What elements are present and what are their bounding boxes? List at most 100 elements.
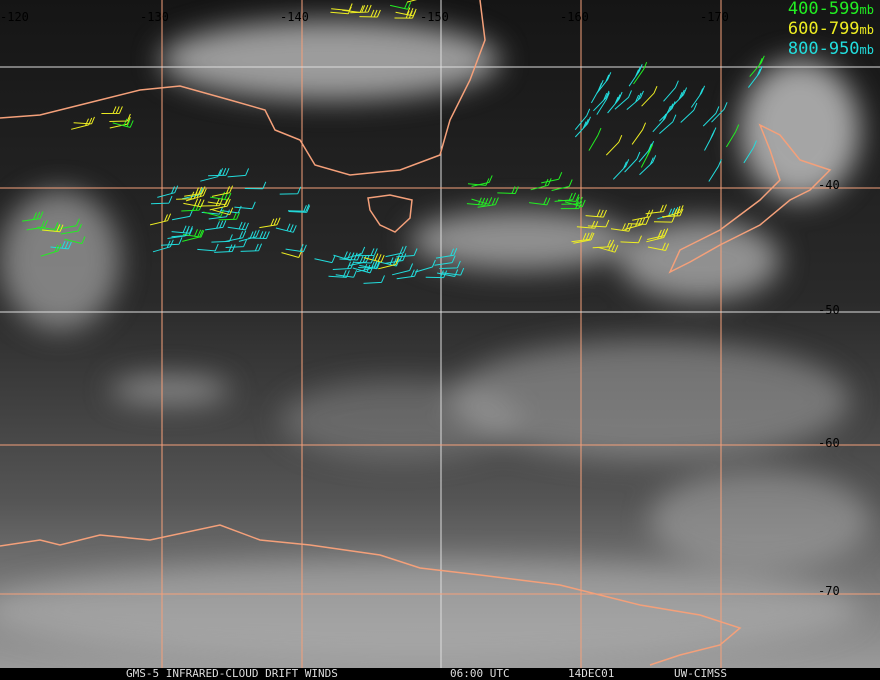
wind-barb	[551, 179, 573, 191]
wind-barb	[391, 263, 414, 276]
wind-barb	[596, 72, 612, 94]
legend-range: 800-950	[787, 39, 860, 59]
wind-barb	[240, 243, 263, 252]
wind-barb	[574, 108, 591, 131]
wind-barb	[557, 194, 580, 202]
legend-entry-400-599: 400-599mb	[788, 0, 874, 20]
observation-date: 14DEC01	[568, 667, 615, 680]
wind-barb	[670, 87, 688, 108]
wind-barb	[725, 124, 740, 148]
wind-barb	[571, 232, 593, 243]
wind-barb	[530, 178, 552, 191]
wind-barb	[647, 242, 670, 251]
wind-barb	[471, 175, 493, 187]
wind-barb	[435, 248, 458, 259]
latitude-label: -70	[818, 584, 840, 598]
wind-barb	[363, 275, 385, 284]
wind-barb	[647, 228, 669, 240]
wind-barbs	[22, 0, 765, 284]
wind-barb	[588, 127, 602, 151]
wind-barb	[209, 198, 231, 211]
wind-barb	[662, 205, 684, 218]
longitude-label: -130	[140, 10, 169, 24]
legend-entry-600-799: 600-799mb	[788, 20, 874, 40]
wind-barb	[607, 91, 623, 114]
wind-barb	[109, 113, 131, 122]
wind-barb	[605, 135, 623, 156]
tasmania-coastline	[367, 194, 413, 233]
wind-barb	[541, 172, 563, 184]
wind-barb	[434, 255, 456, 266]
new-zealand-coastline	[668, 123, 832, 274]
wind-barb	[442, 267, 465, 276]
wind-barb	[748, 66, 763, 88]
wind-barb	[37, 222, 59, 230]
wind-barb	[576, 220, 599, 229]
wind-barb	[587, 219, 610, 228]
coastlines	[0, 0, 832, 666]
wind-barb	[385, 245, 407, 258]
legend-unit: mb	[859, 3, 874, 17]
wind-barb	[218, 212, 241, 221]
wind-barb	[497, 186, 519, 194]
wind-barb	[378, 257, 400, 270]
legend-unit: mb	[859, 43, 874, 57]
wind-barb	[394, 10, 416, 19]
latitude-label: -40	[818, 178, 840, 192]
wind-barb	[171, 228, 193, 238]
wind-barb	[285, 244, 307, 253]
wind-barb	[40, 243, 62, 257]
wind-barb	[183, 198, 205, 208]
wind-barb	[359, 9, 381, 18]
image-caption-bar: GMS-5 INFRARED-CLOUD DRIFT WINDS 06:00 U…	[0, 668, 880, 680]
wind-barb	[624, 217, 646, 230]
wind-barb	[353, 255, 375, 264]
wind-barb	[60, 223, 82, 235]
wind-barb	[328, 270, 350, 278]
wind-barb	[244, 181, 267, 190]
wind-barb	[529, 197, 551, 206]
wind-barb	[200, 169, 222, 182]
wind-barb	[227, 168, 250, 178]
wind-barb	[659, 114, 677, 134]
wind-barb	[73, 116, 95, 125]
wind-barb	[704, 127, 717, 151]
wind-barb	[631, 122, 647, 145]
wind-barb	[414, 259, 436, 273]
longitude-label: -170	[700, 10, 729, 24]
wind-barb	[208, 209, 230, 220]
cloud-layer	[0, 20, 870, 660]
product-name: GMS-5 INFRARED-CLOUD DRIFT WINDS	[126, 667, 338, 680]
wind-barb	[743, 140, 757, 164]
wind-barb	[210, 191, 232, 201]
wind-barb	[633, 62, 648, 85]
wind-barb	[227, 221, 249, 231]
wind-barb	[64, 236, 86, 245]
wind-barb	[702, 106, 720, 127]
legend-range: 600-799	[787, 19, 860, 39]
wind-barb	[42, 224, 64, 233]
wind-barb	[711, 102, 728, 123]
wind-barb	[150, 195, 173, 205]
wind-barb	[275, 223, 297, 233]
wind-barb	[662, 208, 684, 218]
wind-barb	[663, 80, 679, 102]
wind-barb	[624, 151, 641, 173]
wind-barb	[628, 64, 643, 87]
wind-barb	[592, 239, 615, 249]
wind-barb	[574, 116, 591, 138]
wind-barb	[439, 260, 461, 269]
wind-barb	[214, 244, 236, 253]
wind-barb	[612, 159, 630, 180]
wind-barb	[385, 253, 407, 264]
antarctica-coastline	[0, 524, 742, 666]
wind-barb	[467, 178, 490, 186]
latitude-label: -60	[818, 436, 840, 450]
wind-barb	[406, 0, 417, 3]
wind-barb	[639, 155, 657, 176]
longitude-label: -150	[420, 10, 449, 24]
wind-barb	[614, 90, 632, 110]
pressure-legend: 400-599mb 600-799mb 800-950mb	[788, 0, 874, 60]
wind-barb	[211, 185, 234, 197]
